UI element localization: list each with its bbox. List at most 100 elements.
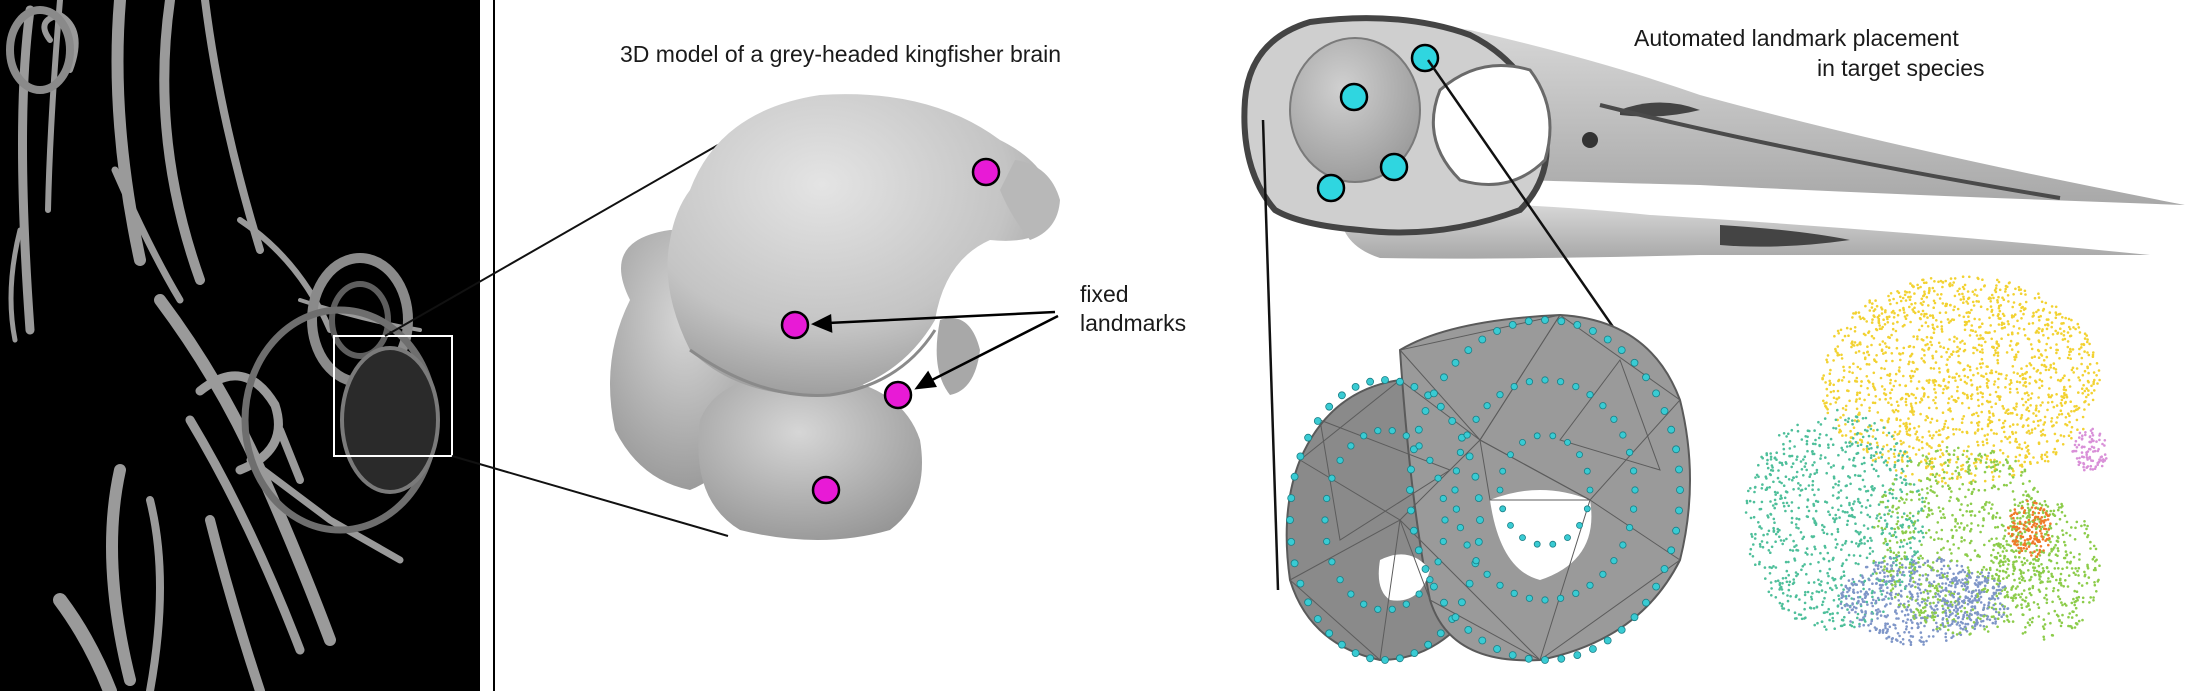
cloud-point — [1934, 611, 1937, 615]
cloud-point — [1754, 485, 1757, 489]
cloud-point — [1966, 587, 1969, 590]
cloud-point — [2014, 587, 2018, 590]
cloud-point — [1874, 450, 1878, 454]
cloud-point — [1765, 462, 1769, 466]
cloud-point — [1841, 543, 1844, 547]
cloud-point — [2028, 591, 2032, 595]
cloud-point — [1997, 544, 2000, 548]
cloud-point — [1894, 609, 1897, 612]
cloud-point — [1901, 460, 1904, 463]
cloud-point — [1912, 563, 1915, 566]
cloud-point — [1909, 531, 1912, 534]
cloud-point — [1882, 461, 1886, 464]
cloud-point — [2004, 560, 2007, 563]
cloud-point — [1885, 443, 1889, 447]
cloud-point — [1833, 334, 1836, 338]
cloud-point — [2025, 431, 2029, 434]
cloud-point — [2022, 403, 2025, 407]
cloud-point — [1980, 581, 1984, 584]
cloud-point — [1913, 520, 1917, 523]
cloud-point — [1979, 366, 1983, 369]
cloud-point — [1944, 625, 1947, 628]
cloud-point — [1884, 359, 1888, 363]
cloud-point — [1997, 562, 2001, 565]
cloud-point — [1926, 443, 1929, 446]
cloud-point — [1997, 377, 2000, 381]
cloud-point — [1950, 528, 1953, 532]
cloud-point — [1867, 363, 1871, 366]
cloud-point — [1860, 403, 1863, 407]
cloud-point — [1968, 615, 1971, 619]
cloud-point — [1966, 449, 1969, 453]
cloud-point — [1919, 529, 1923, 533]
cloud-point — [1942, 476, 1946, 480]
cloud-point — [1934, 595, 1937, 598]
cloud-point — [1840, 593, 1844, 597]
cloud-point — [1913, 370, 1916, 373]
cloud-point — [2020, 413, 2024, 417]
cloud-point — [2014, 455, 2018, 459]
cloud-point — [1926, 596, 1930, 600]
cloud-point — [1988, 393, 1992, 397]
cloud-point — [2089, 467, 2092, 471]
cloud-point — [1963, 283, 1967, 287]
cloud-point — [1978, 325, 1981, 329]
cloud-point — [1780, 585, 1783, 589]
cloud-point — [1952, 608, 1956, 612]
cloud-point — [1949, 496, 1952, 499]
cloud-point — [1949, 603, 1952, 606]
cloud-point — [2050, 550, 2053, 553]
cloud-point — [2084, 400, 2087, 403]
cloud-point — [2017, 285, 2021, 289]
cloud-point — [2061, 529, 2064, 532]
cloud-point — [1872, 385, 1875, 388]
cloud-point — [1868, 424, 1871, 427]
cloud-point — [1873, 422, 1876, 425]
cloud-point — [1811, 442, 1815, 446]
cloud-point — [2007, 300, 2010, 303]
cloud-point — [1872, 559, 1876, 563]
mesh-point — [1610, 415, 1618, 423]
cloud-point — [1929, 457, 1933, 461]
cloud-point — [1947, 628, 1950, 632]
cloud-point — [1889, 564, 1893, 567]
cloud-point — [1970, 308, 1973, 312]
cloud-point — [2033, 573, 2036, 576]
cloud-point — [2060, 502, 2063, 506]
cloud-point — [1789, 595, 1792, 598]
cloud-point — [1929, 489, 1932, 492]
cloud-point — [2060, 621, 2064, 624]
cloud-point — [2075, 590, 2079, 593]
mesh-point — [1325, 629, 1334, 638]
cloud-point — [1945, 614, 1948, 617]
cloud-point — [1793, 545, 1796, 548]
cloud-point — [1811, 592, 1814, 595]
cloud-point — [1958, 293, 1961, 296]
cloud-point — [1879, 565, 1883, 569]
cloud-point — [1801, 564, 1805, 568]
cloud-point — [2002, 524, 2005, 528]
cloud-point — [1878, 343, 1882, 346]
cloud-point — [2006, 437, 2009, 441]
cloud-point — [2019, 595, 2022, 599]
cloud-point — [2061, 603, 2064, 607]
cloud-point — [1872, 337, 1876, 340]
cloud-point — [1907, 362, 1910, 366]
mesh-point — [1672, 445, 1680, 454]
cloud-point — [1977, 300, 1980, 303]
cloud-point — [1848, 444, 1852, 448]
cloud-point — [2012, 550, 2015, 554]
cloud-point — [1985, 381, 1989, 385]
cloud-point — [2022, 547, 2026, 550]
mesh-point — [1396, 377, 1404, 386]
cloud-point — [2091, 558, 2095, 561]
cloud-point — [1768, 565, 1771, 569]
cloud-point — [2037, 564, 2041, 568]
cloud-point — [1832, 359, 1835, 362]
cloud-point — [2045, 327, 2049, 331]
cloud-point — [1765, 453, 1769, 457]
cloud-point — [1862, 456, 1866, 460]
ct-eye-inner — [329, 281, 391, 359]
cloud-point — [2027, 409, 2031, 413]
cloud-point — [1945, 446, 1949, 449]
